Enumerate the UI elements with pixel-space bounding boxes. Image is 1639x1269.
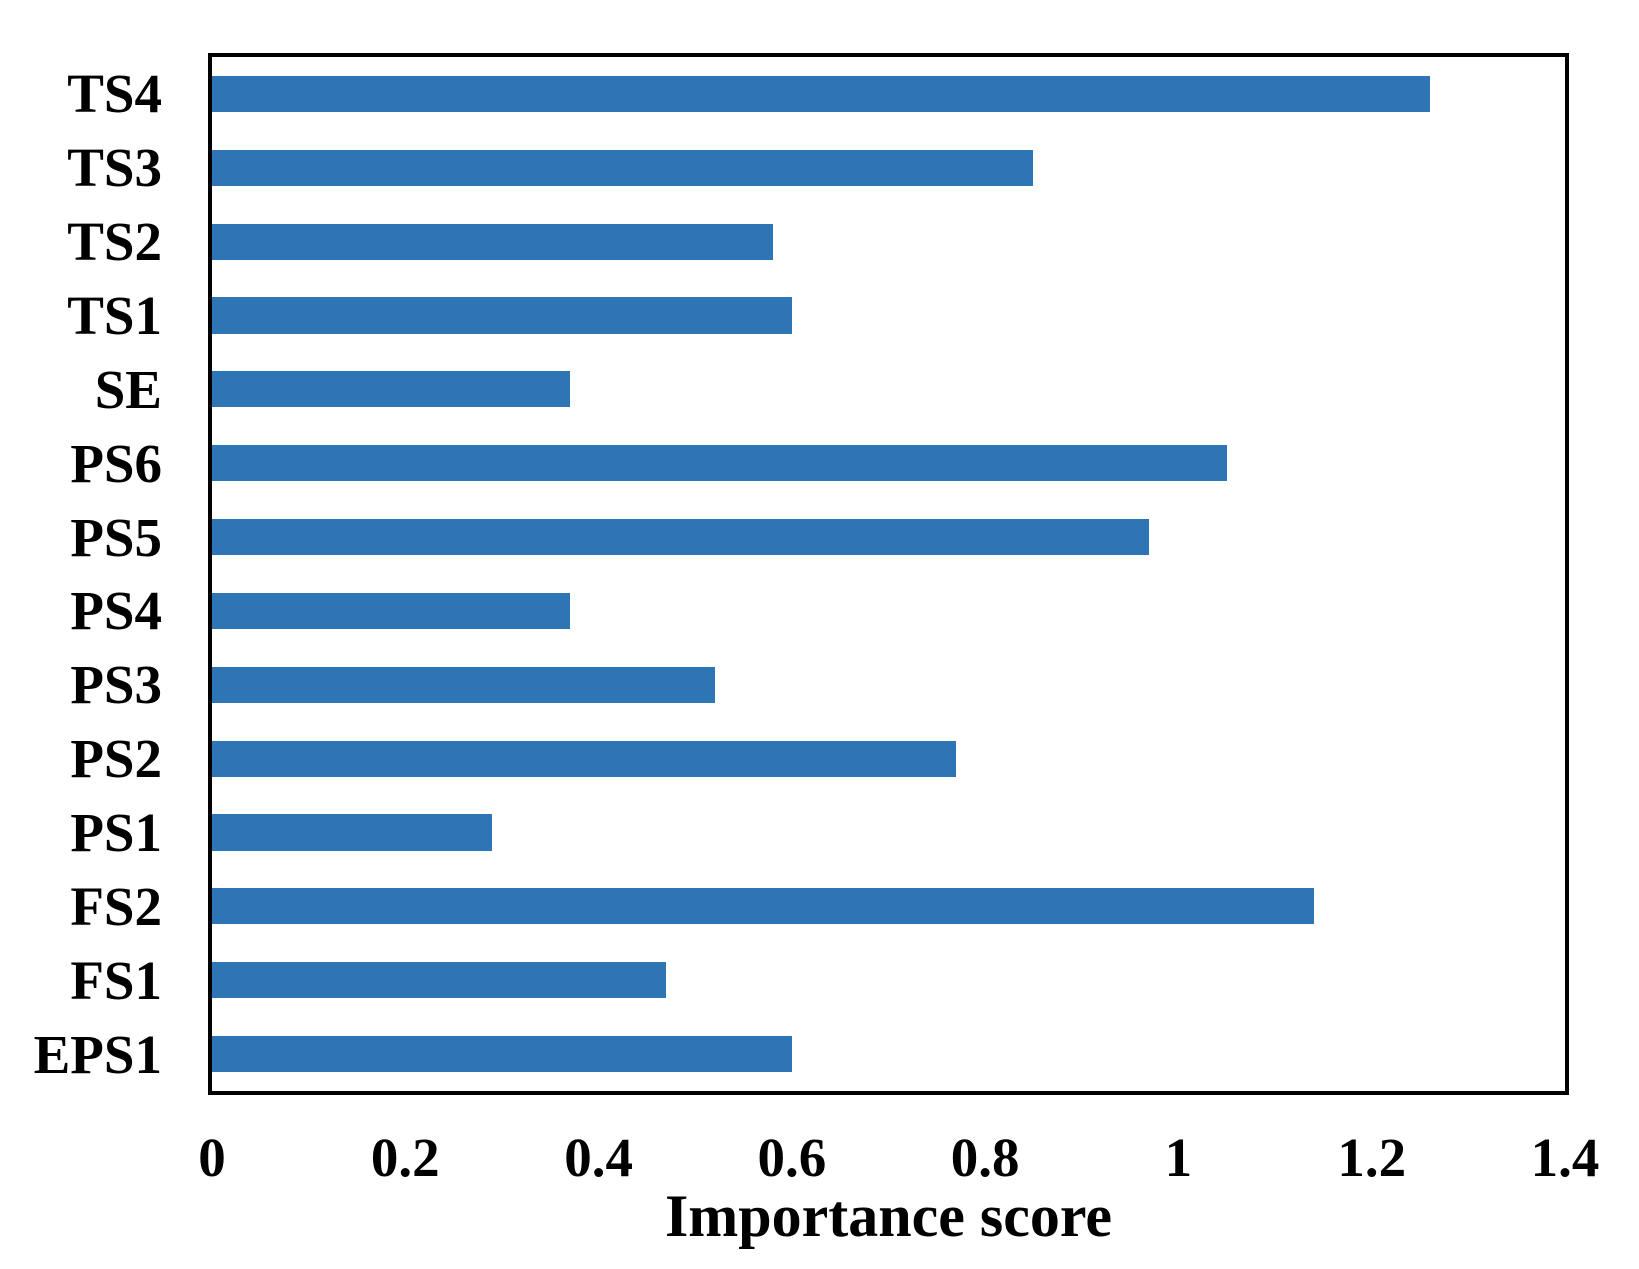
- y-axis-labels: TS4 TS3 TS2 TS1 SE PS6 PS5 PS4 PS3 PS2 PS1 FS2 FS1 EP…: [0, 57, 162, 1091]
- x-axis-tick-label: 0.2: [370, 1127, 440, 1188]
- bar-row: [212, 648, 1565, 722]
- bar-ps5: [212, 518, 1150, 556]
- bar-row: [212, 1017, 1565, 1091]
- y-axis-label: PS1: [70, 802, 162, 864]
- bar-row: [212, 426, 1565, 500]
- y-axis-label: SE: [94, 358, 162, 420]
- bar-row: [212, 500, 1565, 574]
- bar-row: [212, 57, 1565, 131]
- bar-eps1: [212, 1036, 792, 1073]
- bar-ps2: [212, 740, 957, 777]
- bar-fs1: [212, 962, 667, 999]
- bar-ps3: [212, 666, 715, 703]
- x-axis-tick-label: 1.4: [1530, 1127, 1600, 1188]
- bar-ps6: [212, 445, 1227, 482]
- bar-fs2: [212, 888, 1314, 925]
- x-axis-tick-label: 0: [198, 1127, 226, 1188]
- y-axis-label: PS6: [70, 432, 162, 494]
- bar-ts4: [212, 75, 1430, 113]
- bar-ts2: [212, 223, 773, 260]
- bar-row: [212, 943, 1565, 1017]
- x-axis-tick-label: 0.6: [757, 1127, 827, 1188]
- y-axis-label: PS5: [70, 506, 162, 568]
- plot-area: [208, 53, 1569, 1095]
- bar-ts1: [212, 297, 792, 334]
- y-axis-label: TS4: [67, 63, 162, 125]
- y-axis-label: FS2: [70, 875, 162, 937]
- bar-row: [212, 574, 1565, 648]
- y-axis-label: EPS1: [33, 1023, 162, 1085]
- bar-se: [212, 371, 570, 408]
- bar-row: [212, 352, 1565, 426]
- bar-row: [212, 869, 1565, 943]
- x-axis-title: Importance score: [664, 1183, 1113, 1249]
- x-axis-tick-labels: 0 0.2 0.4 0.6 0.8 1 1.2 1.4: [198, 1127, 1599, 1192]
- y-axis-label: PS3: [70, 654, 162, 716]
- bar-ps4: [212, 592, 570, 630]
- x-axis-tick-label: 1: [1164, 1127, 1193, 1188]
- bar-row: [212, 205, 1565, 279]
- x-axis-tick-label: 1.2: [1337, 1127, 1407, 1188]
- y-axis-label: TS2: [67, 211, 162, 273]
- bar-row: [212, 279, 1565, 353]
- y-axis-label: TS1: [67, 285, 162, 346]
- bar-row: [212, 722, 1565, 796]
- bar-ts3: [212, 149, 1034, 186]
- y-axis-label: TS3: [67, 137, 162, 199]
- y-axis-label: FS1: [70, 949, 162, 1011]
- bar-row: [212, 796, 1565, 870]
- y-axis-label: PS4: [70, 580, 162, 642]
- bar-row: [212, 131, 1565, 205]
- bar-ps1: [212, 814, 493, 851]
- x-axis-tick-label: 0.4: [564, 1127, 633, 1188]
- y-axis-label: PS2: [70, 728, 162, 790]
- x-axis-tick-label: 0.8: [950, 1127, 1020, 1188]
